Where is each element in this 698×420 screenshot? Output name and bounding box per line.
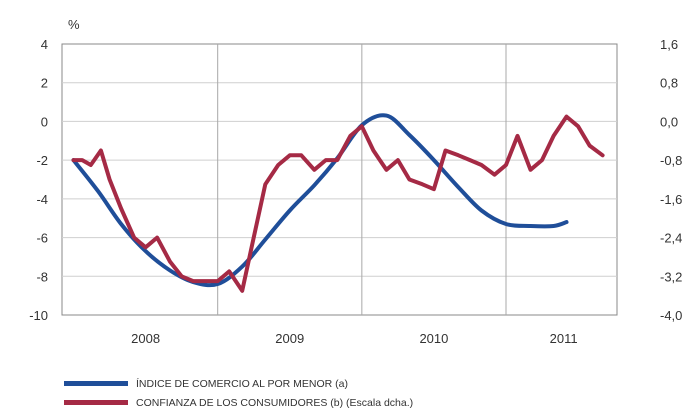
left-axis: 4 2 0 -2 -4 -6 -8 -10 <box>29 37 48 323</box>
year-label: 2009 <box>275 331 304 346</box>
left-tick-label: -4 <box>36 192 48 207</box>
right-tick-label: -3,2 <box>660 269 682 284</box>
left-tick-label: -10 <box>29 308 48 323</box>
year-label: 2010 <box>419 331 448 346</box>
right-tick-label: 1,6 <box>660 37 678 52</box>
left-tick-label: 2 <box>41 76 48 91</box>
legend-label-retail: ÍNDICE DE COMERCIO AL POR MENOR (a) <box>136 377 348 390</box>
right-tick-label: 0,0 <box>660 114 678 129</box>
series-layer <box>71 113 605 293</box>
series-line-consumer-confidence <box>71 114 605 293</box>
right-tick-label: -0,8 <box>660 153 682 168</box>
legend-swatch-retail <box>64 381 128 386</box>
left-tick-label: -2 <box>36 153 48 168</box>
left-tick-label: 4 <box>41 37 48 52</box>
left-tick-label: -6 <box>36 231 48 246</box>
legend-item-confidence: CONFIANZA DE LOS CONSUMIDORES (b) (Escal… <box>64 393 413 412</box>
year-label: 2011 <box>550 331 578 346</box>
right-tick-label: -1,6 <box>660 192 682 207</box>
left-tick-label: -8 <box>36 269 48 284</box>
right-axis: 1,6 0,8 0,0 -0,8 -1,6 -2,4 -3,2 -4,0 <box>660 37 682 323</box>
plot-area <box>61 43 618 316</box>
legend-label-confidence: CONFIANZA DE LOS CONSUMIDORES (b) (Escal… <box>136 396 414 409</box>
legend: ÍNDICE DE COMERCIO AL POR MENOR (a) CONF… <box>64 374 413 412</box>
legend-item-retail: ÍNDICE DE COMERCIO AL POR MENOR (a) <box>64 374 413 393</box>
right-tick-label: -2,4 <box>660 231 682 246</box>
series-line-retail-index <box>71 113 569 288</box>
right-tick-label: -4,0 <box>660 308 682 323</box>
unit-label: % <box>68 17 80 32</box>
x-axis-year-labels: 2008 2009 2010 2011 <box>131 331 577 346</box>
legend-swatch-confidence <box>64 400 128 405</box>
year-label: 2008 <box>131 331 160 346</box>
left-tick-label: 0 <box>41 114 48 129</box>
right-tick-label: 0,8 <box>660 76 678 91</box>
